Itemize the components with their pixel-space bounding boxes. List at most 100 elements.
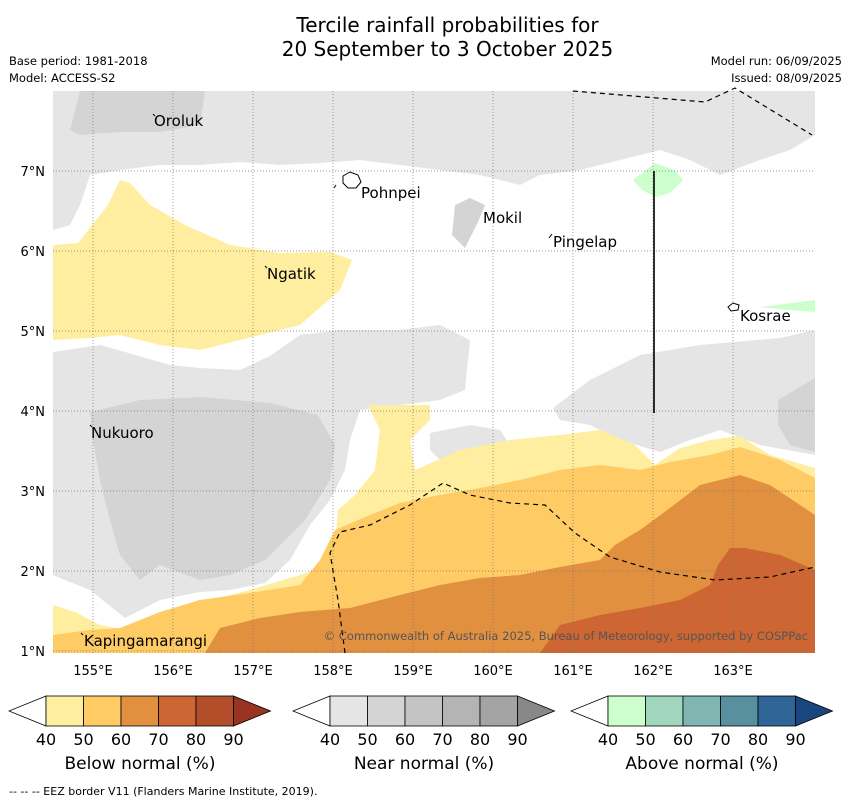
colorbar-segment xyxy=(442,695,481,727)
run-info: Model run: 06/09/2025 Issued: 08/09/2025 xyxy=(711,53,842,87)
model-run-date: Model run: 06/09/2025 xyxy=(710,54,842,68)
label-pohnpei: Pohnpei xyxy=(361,184,421,202)
colorbar-segment xyxy=(404,695,443,727)
tick-label: 60 xyxy=(395,730,415,749)
lon-label: 162°E xyxy=(633,664,673,679)
lat-label: 7°N xyxy=(21,165,46,180)
colorbar-ticks: 40 50 60 70 80 90 xyxy=(36,730,244,749)
tick-label: 80 xyxy=(470,730,490,749)
label-mokil: Mokil xyxy=(483,209,522,227)
colorbar-segment xyxy=(120,695,159,727)
lon-label: 160°E xyxy=(473,664,513,679)
graticule xyxy=(53,91,815,653)
near-normal-east xyxy=(553,330,815,455)
colorbar-max-triangle xyxy=(233,695,272,727)
label-kosrae: Kosrae xyxy=(740,307,791,325)
above-normal-east xyxy=(760,300,815,312)
lat-label: 2°N xyxy=(21,565,46,580)
colorbar-segment xyxy=(329,695,368,727)
colorbar-segment xyxy=(607,695,646,727)
islands xyxy=(80,113,740,636)
near-normal-east-darker xyxy=(778,378,815,452)
lat-label: 4°N xyxy=(21,405,46,420)
tick-label: 50 xyxy=(357,730,377,749)
lon-label: 155°E xyxy=(73,664,113,679)
near-normal-north-darker xyxy=(70,91,205,135)
lat-label: 1°N xyxy=(21,645,46,660)
below-normal-south-70 xyxy=(540,548,815,653)
colorbar-max-triangle xyxy=(795,695,834,727)
issued-date: Issued: 08/09/2025 xyxy=(731,71,842,85)
tick-label: 50 xyxy=(635,730,655,749)
map-title: Tercile rainfall probabilities for 20 Se… xyxy=(0,13,850,61)
probability-shading xyxy=(53,91,815,653)
label-pingelap: Pingelap xyxy=(553,233,617,251)
colorbar-min-triangle xyxy=(8,695,47,727)
place-labels: Oroluk Pohnpei Mokil Pingelap Ngatik Kos… xyxy=(84,112,791,650)
colorbar-above-normal: 40 50 60 70 80 90 xyxy=(570,695,834,749)
colorbar-label-above: Above normal (%) xyxy=(625,754,779,774)
colorbar-segment xyxy=(83,695,122,727)
ant-atoll xyxy=(333,184,337,189)
colorbar-below-normal: 40 50 60 70 80 90 xyxy=(8,695,272,749)
title-line-2: 20 September to 3 October 2025 xyxy=(281,37,614,61)
colorbar-ticks: 40 50 60 70 80 90 xyxy=(320,730,528,749)
colorbar-ticks: 40 50 60 70 80 90 xyxy=(598,730,806,749)
lon-label: 161°E xyxy=(553,664,593,679)
tick-label: 70 xyxy=(432,730,452,749)
colorbar-segment xyxy=(45,695,84,727)
tick-label: 90 xyxy=(785,730,805,749)
colorbar-segment xyxy=(682,695,721,727)
lon-label: 163°E xyxy=(713,664,753,679)
colorbar-segment xyxy=(479,695,518,727)
colorbar-max-triangle xyxy=(517,695,556,727)
pohnpei-island xyxy=(342,171,362,189)
lon-label: 156°E xyxy=(153,664,193,679)
label-ngatik: Ngatik xyxy=(267,265,316,283)
colorbar-swatches xyxy=(292,695,556,727)
above-normal-north xyxy=(633,163,683,197)
colorbar-segment xyxy=(720,695,759,727)
tick-label: 50 xyxy=(73,730,93,749)
longitude-labels: 155°E 156°E 157°E 158°E 159°E 160°E 161°… xyxy=(73,664,753,679)
title-line-1: Tercile rainfall probabilities for xyxy=(296,13,599,37)
colorbar-swatches xyxy=(570,695,834,727)
rainfall-map: Oroluk Pohnpei Mokil Pingelap Ngatik Kos… xyxy=(21,87,816,679)
near-normal-north xyxy=(53,91,815,230)
label-nukuoro: Nukuoro xyxy=(91,424,154,442)
kosrae-island xyxy=(727,302,740,312)
tick-label: 70 xyxy=(148,730,168,749)
label-oroluk: Oroluk xyxy=(154,112,203,130)
below-normal-ngatik xyxy=(53,180,352,350)
colorbar-label-near: Near normal (%) xyxy=(353,754,495,774)
tick-label: 60 xyxy=(673,730,693,749)
tick-label: 40 xyxy=(320,730,340,749)
latitude-labels: 7°N 6°N 5°N 4°N 3°N 2°N 1°N xyxy=(21,165,46,660)
near-normal-mokil xyxy=(452,198,485,248)
copyright-notice: © Commonwealth of Australia 2025, Bureau… xyxy=(324,629,808,643)
lat-label: 6°N xyxy=(21,245,46,260)
nukuoro-atoll xyxy=(89,424,93,428)
near-normal-nukuoro xyxy=(90,397,335,580)
colorbar-segment xyxy=(367,695,406,727)
tick-label: 90 xyxy=(507,730,527,749)
tick-label: 80 xyxy=(748,730,768,749)
colorbar-min-triangle xyxy=(570,695,609,727)
tick-label: 60 xyxy=(111,730,131,749)
eez-footnote: -- -- -- EEZ border V11 (Flanders Marine… xyxy=(9,785,318,798)
lat-label: 5°N xyxy=(21,325,46,340)
colorbar-segment xyxy=(757,695,796,727)
lat-label: 3°N xyxy=(21,485,46,500)
colorbar-label-below: Below normal (%) xyxy=(64,754,216,774)
tick-label: 80 xyxy=(186,730,206,749)
colorbar-near-normal: 40 50 60 70 80 90 xyxy=(292,695,556,749)
lon-label: 158°E xyxy=(313,664,353,679)
eez-border-north xyxy=(572,87,813,136)
colorbar-segment xyxy=(195,695,234,727)
label-kapingamarangi: Kapingamarangi xyxy=(84,632,207,650)
pingelap-atoll xyxy=(548,233,553,239)
model-name: Model: ACCESS-S2 xyxy=(9,71,116,85)
eez-borders xyxy=(329,87,816,654)
tick-label: 40 xyxy=(36,730,56,749)
tick-label: 70 xyxy=(710,730,730,749)
